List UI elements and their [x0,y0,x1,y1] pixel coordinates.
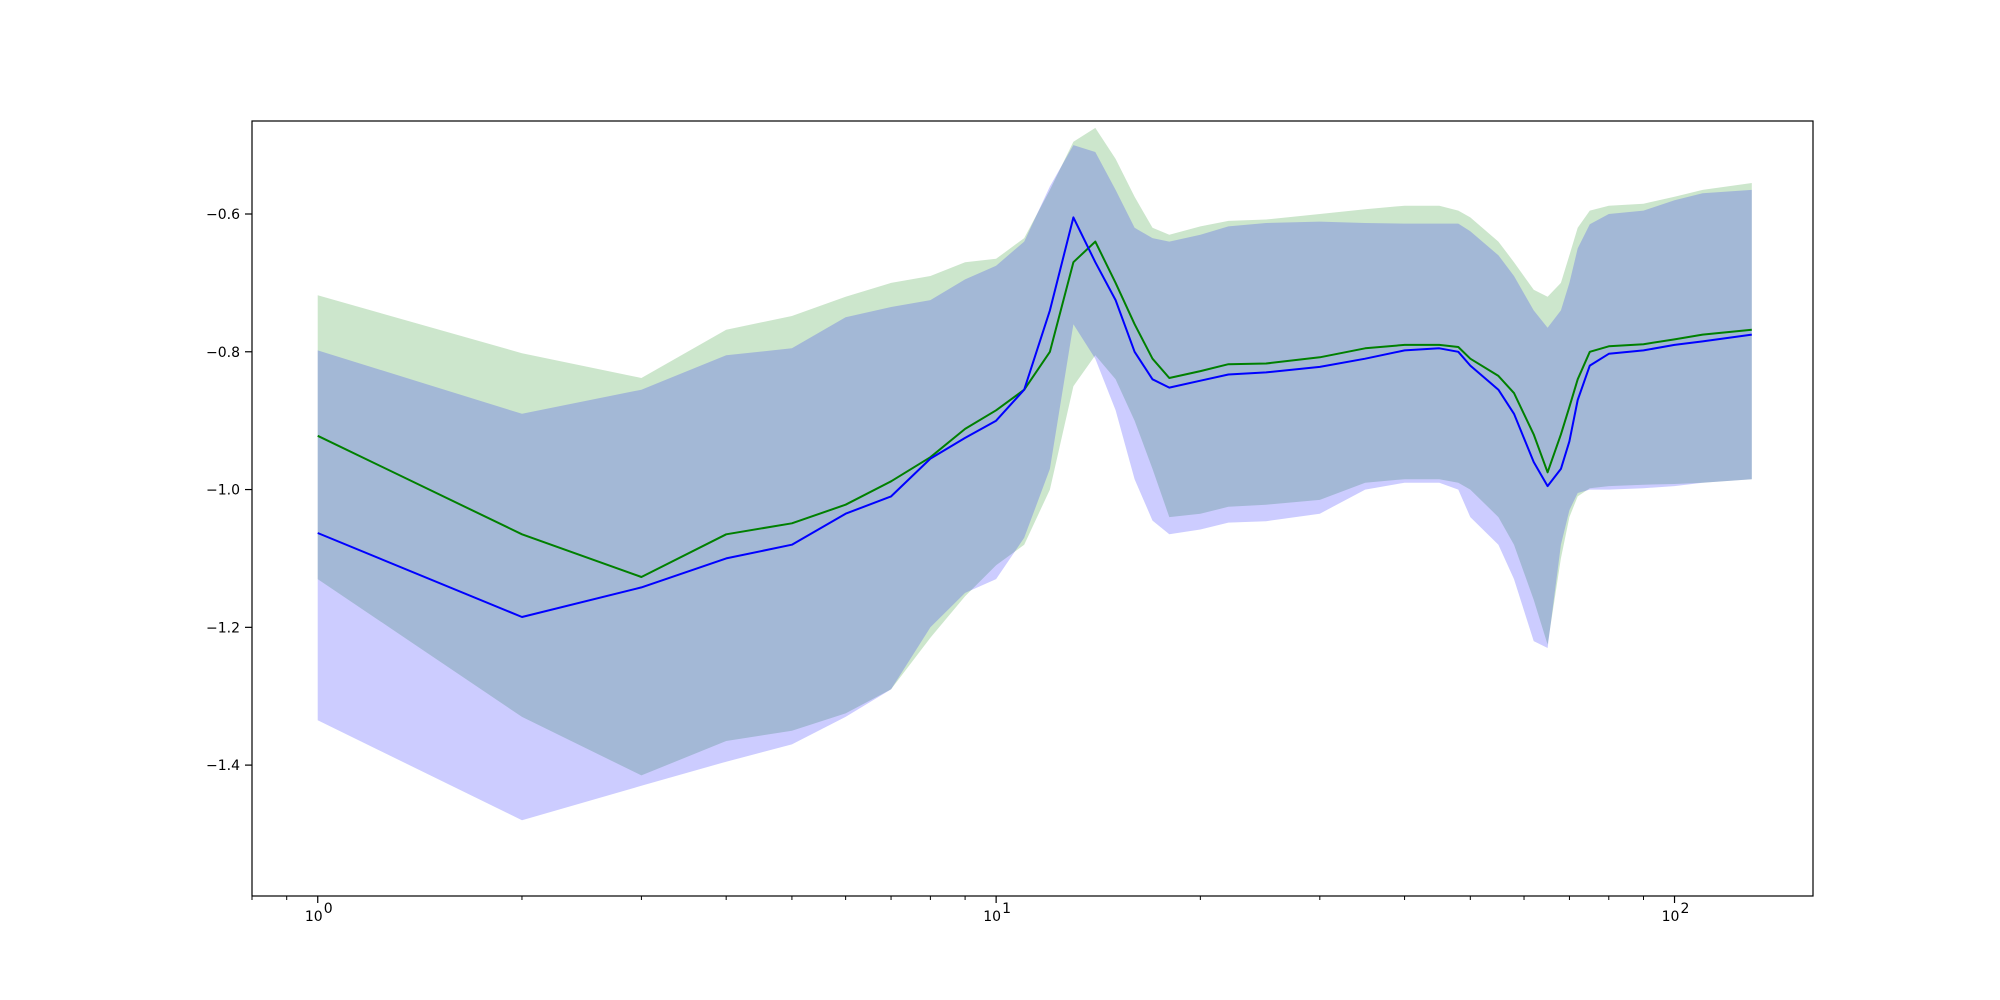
y-tick-label: −1.2 [206,620,240,636]
confidence-bands [317,127,1752,821]
y-tick-label: −1.4 [206,758,240,774]
y-tick-label: −0.6 [206,207,240,223]
plot-frame [251,120,1814,897]
x-tick-label: 10 [983,909,1001,925]
y-axis: −0.6 −0.8 −1.0 −1.2 −1.4 [206,207,252,774]
x-tick-exponent: 1 [1002,901,1011,917]
x-tick-exponent: 0 [324,901,333,917]
series-line-0 [317,240,1752,578]
series-lines [317,216,1752,618]
x-tick-label: 10 [1662,909,1680,925]
confidence-band-0 [317,127,1752,776]
x-tick-exponent: 2 [1681,901,1690,917]
confidence-band-1 [317,145,1752,821]
y-tick-label: −1.0 [206,483,240,499]
y-tick-label: −0.8 [206,345,240,361]
x-axis: 10 0 10 1 10 2 [251,896,1690,925]
x-tick-label: 10 [305,909,323,925]
series-line-1 [317,216,1752,618]
